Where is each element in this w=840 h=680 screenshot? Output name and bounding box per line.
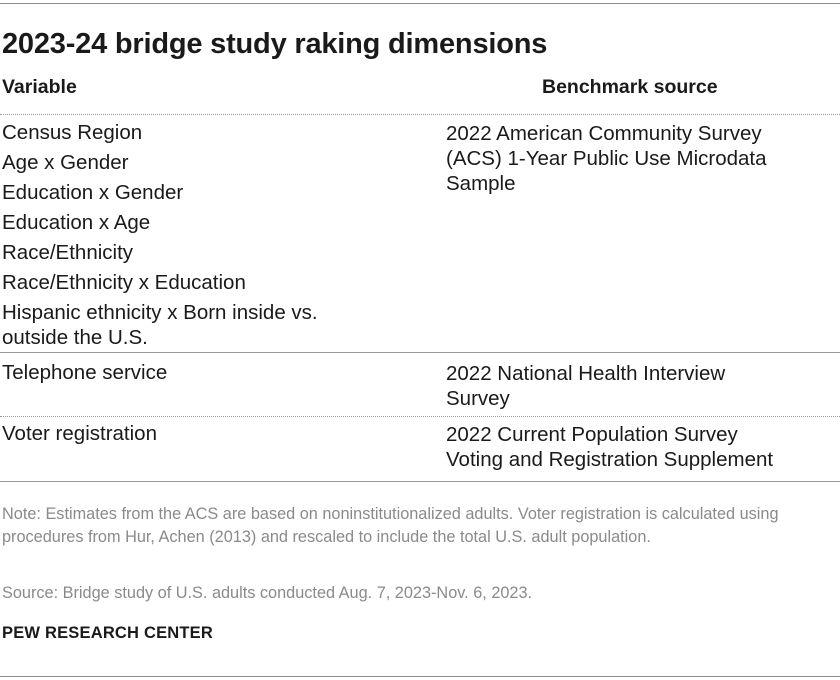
variable-item: Telephone service	[2, 361, 168, 384]
source-line: 2022 American Community Survey	[446, 122, 762, 145]
variable-item: Voter registration	[2, 422, 157, 445]
page-title: 2023-24 bridge study raking dimensions	[2, 28, 548, 60]
source-line: 2022 National Health Interview	[446, 362, 726, 385]
row-divider	[0, 416, 840, 417]
variable-item: Census Region	[2, 121, 143, 144]
variable-item: Race/Ethnicity	[2, 241, 134, 264]
header-divider	[0, 114, 840, 115]
source-line: Voting and Registration Supplement	[446, 448, 774, 471]
table-row-2-source: 2022 National Health Interview Survey	[446, 361, 725, 411]
row-divider	[0, 352, 840, 353]
variable-item-line: outside the U.S.	[2, 326, 148, 349]
variable-item: Education x Age	[2, 211, 151, 234]
table-row-1-variables: Census Region Age x Gender Education x G…	[2, 118, 246, 298]
variable-item: Age x Gender	[2, 151, 129, 174]
source-line: (ACS) 1-Year Public Use Microdata	[446, 147, 767, 170]
variable-item: Education x Gender	[2, 181, 184, 204]
table-row-3-source: 2022 Current Population Survey Voting an…	[446, 422, 773, 472]
variable-item-hispanic-ethnicity: Hispanic ethnicity x Born inside vs. out…	[2, 300, 318, 350]
brand-logo-text: PEW RESEARCH CENTER	[2, 624, 213, 642]
table-row-3-variables: Voter registration	[2, 419, 157, 449]
note-text: Note: Estimates from the ACS are based o…	[2, 505, 779, 546]
source-text: Source: Bridge study of U.S. adults cond…	[2, 584, 533, 602]
variable-item-line: Hispanic ethnicity x Born inside vs.	[2, 301, 318, 324]
variable-item: Race/Ethnicity x Education	[2, 271, 246, 294]
column-header-benchmark-source: Benchmark source	[542, 76, 718, 98]
top-rule	[0, 3, 840, 4]
table-row-2-variables: Telephone service	[2, 358, 167, 388]
table-row-1-source: 2022 American Community Survey (ACS) 1-Y…	[446, 121, 767, 196]
source-line: Survey	[446, 387, 510, 410]
source-line: 2022 Current Population Survey	[446, 423, 738, 446]
bottom-rule	[0, 676, 840, 677]
table-bottom-rule	[0, 481, 840, 482]
source-line: Sample	[446, 172, 516, 195]
column-header-variable: Variable	[2, 76, 77, 98]
